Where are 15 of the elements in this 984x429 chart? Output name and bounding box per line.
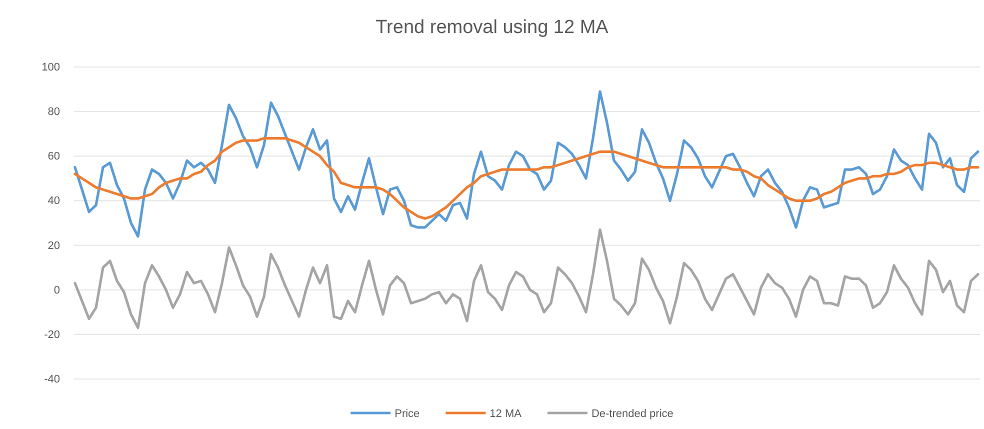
legend-label: De-trended price	[591, 408, 674, 420]
legend-label: Price	[394, 408, 420, 420]
y-tick-label: 40	[48, 195, 60, 208]
line-series	[74, 90, 980, 238]
y-tick-label: -40	[44, 374, 60, 386]
legend-label: 12 MA	[490, 408, 522, 420]
y-tick-label: 20	[48, 240, 60, 252]
chart-title: Trend removal using 12 MA	[376, 17, 609, 38]
y-tick-label: 100	[42, 62, 60, 74]
y-tick-label: 0	[54, 284, 60, 296]
y-tick-label: 60	[48, 150, 60, 163]
y-tick-label: 80	[48, 106, 60, 118]
y-tick-label: -20	[44, 328, 60, 341]
line-series	[74, 137, 980, 220]
line-series	[74, 228, 980, 330]
